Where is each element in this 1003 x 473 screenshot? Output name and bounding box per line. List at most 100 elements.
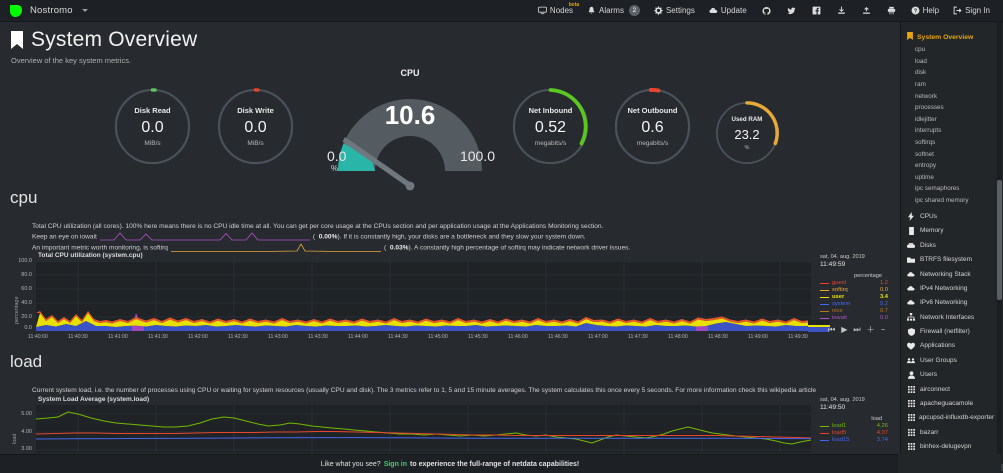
- sidebar-subitem-interrupts[interactable]: interrupts: [915, 127, 942, 135]
- iowait-close-paren: ).: [337, 233, 342, 241]
- skip-backward-icon[interactable]: ⏮: [828, 324, 836, 334]
- nav-help[interactable]: ? Help: [904, 0, 946, 22]
- sidebar-subitem-uptime[interactable]: uptime: [915, 173, 934, 181]
- chevron-down-icon[interactable]: [81, 9, 88, 12]
- sidebar-item-disks[interactable]: Disks: [901, 238, 1003, 252]
- sidebar-item-network-interfaces[interactable]: Network Interfaces: [901, 310, 1003, 324]
- sidebar-subitem-entropy[interactable]: entropy: [915, 162, 937, 170]
- legend-item-load5[interactable]: load5 4.07: [820, 430, 888, 436]
- legend-item-user[interactable]: user 3.4: [820, 294, 888, 300]
- legend-item-load1[interactable]: load1 4.26: [820, 423, 888, 429]
- section-cpu-heading: cpu: [10, 188, 38, 207]
- sidebar-subitem-network[interactable]: network: [915, 92, 938, 100]
- nav-alarms[interactable]: Alarms 2: [580, 0, 647, 22]
- cpu-gauge-title: CPU: [400, 68, 420, 78]
- legend-value: 0.0: [879, 287, 888, 293]
- sidebar-item-label: Users: [920, 371, 937, 379]
- xtick-12: 11:46:00: [508, 334, 528, 340]
- sitemap-icon: [907, 313, 915, 321]
- gauge-disk-read[interactable]: Disk Read 0.0 MiB/s: [110, 84, 195, 169]
- brand[interactable]: Nostromo: [0, 3, 88, 19]
- sidebar-item-apcupsd-influxdb-exporter[interactable]: apcupsd-influxdb-exporter: [901, 411, 1003, 425]
- nav-facebook[interactable]: [804, 0, 829, 22]
- sidebar-item-bazarr[interactable]: bazarr: [901, 425, 1003, 439]
- sidebar-item-label: bazarr: [920, 428, 939, 436]
- sidebar-subitem-softirqs[interactable]: softirqs: [915, 139, 936, 147]
- sidebar-item-networking-stack[interactable]: Networking Stack: [901, 267, 1003, 281]
- gauge-units: %: [744, 144, 750, 151]
- gauge-label: Net Inbound: [528, 106, 573, 115]
- page-head: System Overview Overview of the key syst…: [10, 28, 197, 65]
- legend-item-nice[interactable]: nice 0.7: [820, 308, 888, 314]
- sidebar-header-system-overview[interactable]: System Overview: [901, 32, 1003, 44]
- gauge-net-outbound[interactable]: Net Outbound 0.6 megabits/s: [610, 84, 695, 169]
- sidebar-item-label: IPv4 Networking: [920, 284, 968, 292]
- nav-settings[interactable]: Settings: [647, 0, 702, 22]
- chart-system-load[interactable]: System Load Average (system.load) load 5…: [10, 396, 895, 456]
- nav-nodes[interactable]: Nodes beta: [531, 0, 580, 22]
- gauge-cpu[interactable]: CPU 10.6 0.0 % 100.0: [325, 68, 495, 191]
- nav-import[interactable]: [829, 0, 854, 22]
- sidebar-item-airconnect[interactable]: airconnect: [901, 382, 1003, 396]
- nav-github[interactable]: [754, 0, 779, 22]
- sidebar-subitem-cpu[interactable]: cpu: [915, 46, 926, 54]
- sidebar-subitem-ipc-shared-mem[interactable]: ipc shared memory: [915, 197, 969, 205]
- zoom-in-icon[interactable]: ＋: [866, 325, 875, 334]
- legend-name: load5: [832, 430, 847, 436]
- legend-unit: load: [871, 416, 882, 422]
- chart-system-cpu[interactable]: Total CPU utilization (system.cpu) perce…: [10, 252, 908, 342]
- sidebar-item-users[interactable]: Users: [901, 367, 1003, 381]
- sidebar-subitem-idlejitter[interactable]: idlejitter: [915, 115, 937, 123]
- sidebar-item-label: Firewall (netfilter): [920, 328, 970, 335]
- sidebar-item-ipv4[interactable]: IPv4 Networking: [901, 281, 1003, 295]
- sidebar-item-applications[interactable]: Applications: [901, 339, 1003, 353]
- sidebar-item-cpus[interactable]: CPUs: [901, 209, 1003, 223]
- nav-update[interactable]: Update: [702, 0, 754, 22]
- zoom-out-icon[interactable]: −: [880, 325, 886, 334]
- xtick-10: 11:45:00: [428, 334, 448, 340]
- sidebar-scrollbar-thumb[interactable]: [997, 180, 1002, 300]
- bottombar-signin-link[interactable]: Sign in: [383, 460, 408, 468]
- gauge-used-ram[interactable]: Used RAM 23.2 %: [712, 98, 782, 168]
- nav-signin[interactable]: Sign In: [946, 0, 997, 22]
- cpu-gauge-dial: [338, 99, 482, 191]
- gauge-disk-write[interactable]: Disk Write 0.0 MiB/s: [213, 84, 298, 169]
- right-sidebar[interactable]: System Overview cpu load disk ram networ…: [900, 22, 1003, 473]
- sidebar-subitem-ipc-semaphores[interactable]: ipc semaphores: [915, 185, 960, 193]
- skip-forward-icon[interactable]: ⏭: [853, 324, 861, 334]
- gauge-net-inbound[interactable]: Net Inbound 0.52 megabits/s: [508, 84, 593, 169]
- sidebar-item-firewall[interactable]: Firewall (netfilter): [901, 324, 1003, 338]
- nav-twitter[interactable]: [779, 0, 804, 22]
- sidebar-subitem-softnet[interactable]: softnet: [915, 150, 934, 158]
- legend-item-load15[interactable]: load15 3.74: [820, 437, 888, 443]
- sidebar-item-ipv6[interactable]: IPv6 Networking: [901, 296, 1003, 310]
- cpu-para-3: An important metric worth monitoring, is…: [32, 242, 895, 253]
- legend-item-iowait[interactable]: iowait 0.0: [820, 315, 888, 321]
- sidebar-item-btrfs[interactable]: BTRFS filesystem: [901, 252, 1003, 266]
- brand-name: Nostromo: [30, 5, 73, 16]
- nav-export[interactable]: [854, 0, 879, 22]
- legend-item-system[interactable]: system 5.2: [820, 301, 888, 307]
- sidebar-subitem-disk[interactable]: disk: [915, 69, 927, 77]
- play-icon[interactable]: ▶: [841, 325, 848, 334]
- sidebar-item-user-groups[interactable]: User Groups: [901, 353, 1003, 367]
- sign-in-icon: [953, 6, 962, 15]
- legend-item-guest[interactable]: guest 1.2: [820, 280, 888, 286]
- cpu-para-1: Total CPU utilization (all cores). 100% …: [32, 223, 604, 230]
- sidebar-item-memory[interactable]: Memory: [901, 224, 1003, 238]
- github-icon: [762, 6, 771, 15]
- chart-controls[interactable]: ⏮ ▶ ⏭ ＋ − ⇳: [828, 324, 908, 335]
- legend-dash: [820, 310, 829, 312]
- chart-preview-sparkline[interactable]: [808, 320, 830, 332]
- shield-icon: [907, 327, 915, 336]
- legend-item-softirq[interactable]: softirq 0.0: [820, 287, 888, 293]
- sidebar-subitem-load[interactable]: load: [915, 57, 927, 65]
- sidebar-item-binhex-delugevpn[interactable]: binhex-delugevpn: [901, 439, 1003, 453]
- softirq-open-paren: (: [383, 243, 387, 251]
- sidebar-subitem-ram[interactable]: ram: [915, 81, 926, 89]
- sidebar-item-apacheguacamole[interactable]: apacheguacamole: [901, 396, 1003, 410]
- sidebar-subitem-processes[interactable]: processes: [915, 104, 944, 112]
- import-icon: [837, 6, 846, 15]
- nav-print[interactable]: [879, 0, 904, 22]
